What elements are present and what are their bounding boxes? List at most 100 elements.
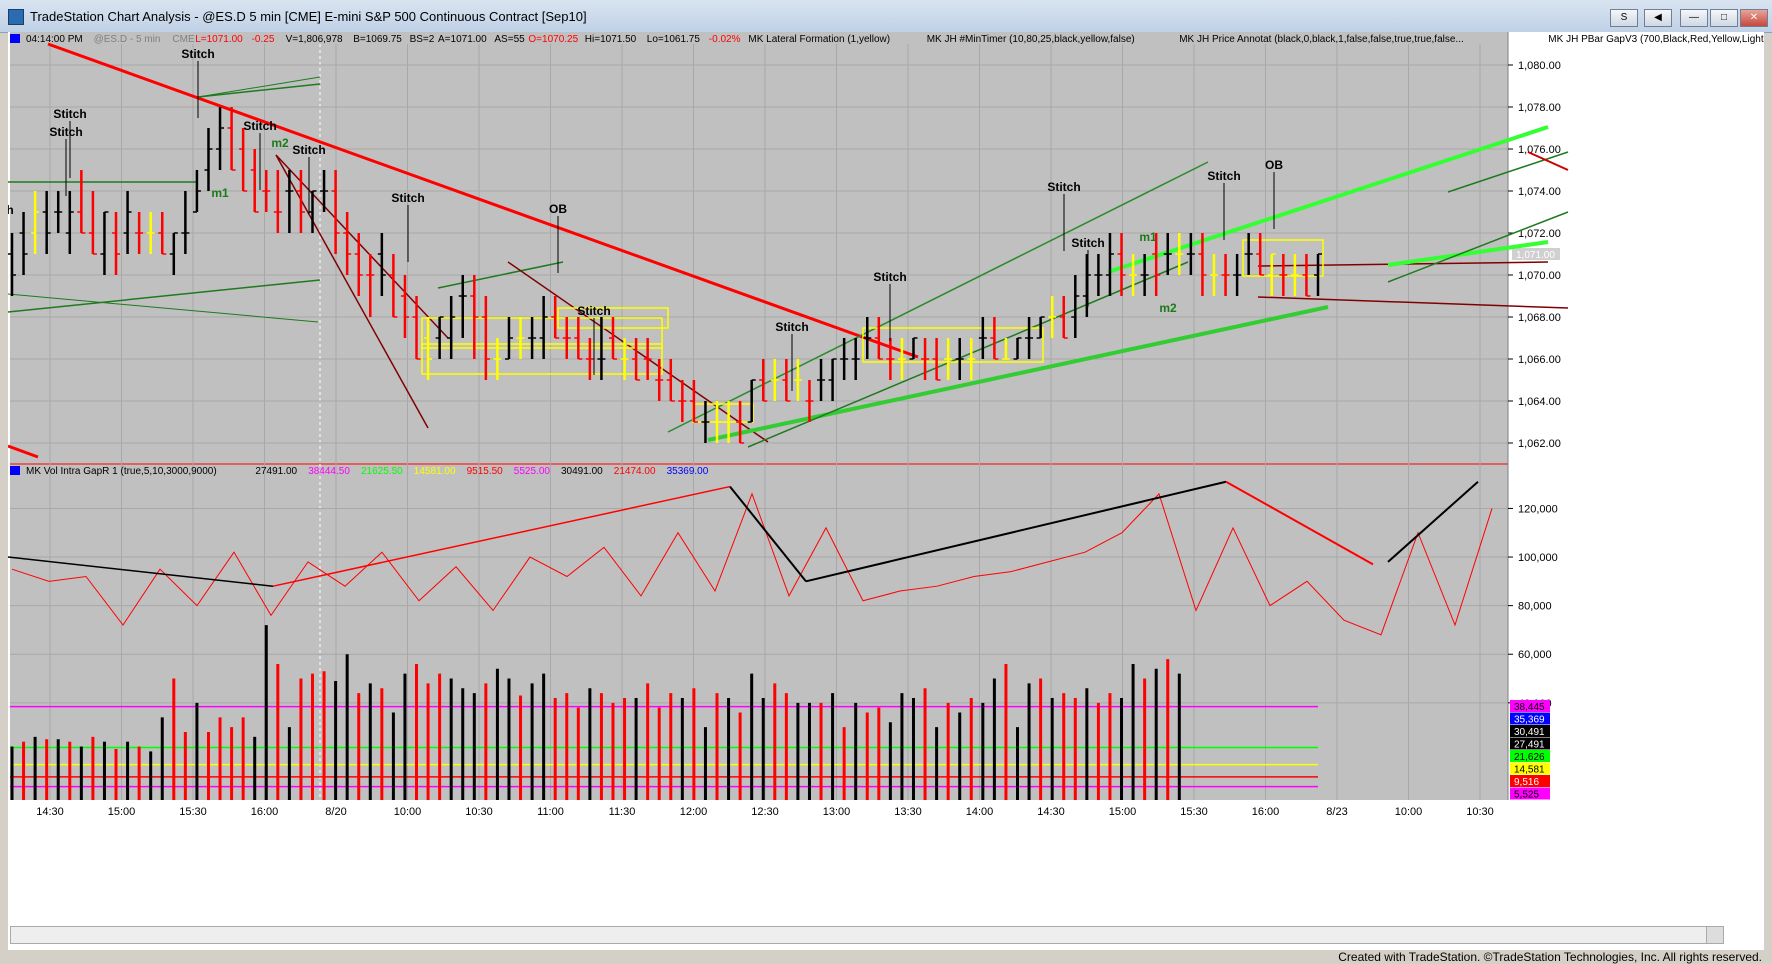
volume-value-tag xyxy=(1510,775,1550,787)
window-titlebar: TradeStation Chart Analysis - @ES.D 5 mi… xyxy=(0,0,1772,33)
volume-study-value: 14581.00 xyxy=(414,466,456,477)
header-field: -0.25 xyxy=(252,34,275,45)
time-tick-label: 10:30 xyxy=(465,806,493,818)
price-tick-label: 1,072.00 xyxy=(1518,228,1561,240)
price-tick-label: 1,078.00 xyxy=(1518,102,1561,114)
trend-line xyxy=(7,279,321,313)
time-tick-label: 15:00 xyxy=(1109,806,1137,818)
trend-line xyxy=(1527,151,1569,171)
study-name: MK JH Price Annotat (black,0,black,1,fal… xyxy=(1179,34,1464,45)
time-scrollbar[interactable] xyxy=(10,926,1724,944)
study-name: MK JH PBar GapV3 (700,Black,Red,Yellow,L… xyxy=(1548,34,1764,45)
cursor-button[interactable]: ◀ xyxy=(1644,9,1672,27)
volume-value-label: 35,369 xyxy=(1514,715,1545,726)
annotation-label: Stitch xyxy=(577,304,610,318)
header-field: AS=55 xyxy=(494,34,525,45)
volume-value-label: 30,491 xyxy=(1514,727,1545,738)
trend-line xyxy=(1387,211,1569,283)
volume-study-value: 27491.00 xyxy=(255,466,297,477)
time-tick-label: 11:30 xyxy=(609,806,636,818)
annotation-label: Stitch xyxy=(873,270,906,284)
trend-line xyxy=(197,76,321,98)
annotation-label: Stitch xyxy=(1071,236,1104,250)
volume-study-icon xyxy=(10,466,20,475)
volume-pane xyxy=(10,472,1508,800)
header-field: Lo=1061.75 xyxy=(647,34,701,45)
volume-value-tag xyxy=(1510,737,1550,750)
volume-study-value: 35369.00 xyxy=(667,466,709,477)
header-field: BS=2 xyxy=(410,34,435,45)
symbol-link-icon xyxy=(10,34,20,43)
volume-trend-line xyxy=(729,485,807,582)
header-field: L=1071.00 xyxy=(195,34,243,45)
app-icon xyxy=(8,9,24,25)
time-tick-label: 15:30 xyxy=(1180,806,1208,818)
annotation-label: h xyxy=(8,203,14,217)
scroll-right-button[interactable] xyxy=(1706,927,1723,943)
volume-study-value: 21474.00 xyxy=(614,466,656,477)
trend-line xyxy=(47,42,919,359)
time-tick-label: 15:00 xyxy=(108,806,136,818)
time-tick-label: 14:00 xyxy=(966,806,994,818)
study-name: MK JH #MinTimer (10,80,25,black,yellow,f… xyxy=(927,34,1135,45)
header-field: @ES.D - 5 min xyxy=(94,34,161,45)
header-field: Hi=1071.50 xyxy=(585,34,637,45)
window-title: TradeStation Chart Analysis - @ES.D 5 mi… xyxy=(30,9,587,24)
trend-line xyxy=(275,154,449,339)
annotation-label: Stitch xyxy=(49,125,82,139)
volume-zigzag xyxy=(11,492,1493,636)
chart-svg[interactable]: 14:30 15:00 15:30 16:00 8/20 10:00 10:30 11:00 1… xyxy=(6,32,1772,950)
volume-study-value: 21625.50 xyxy=(361,466,403,477)
time-tick-label: 8/20 xyxy=(325,806,346,818)
symbol-link-button[interactable]: S xyxy=(1610,9,1638,27)
volume-value-label: 5,525 xyxy=(1514,790,1539,801)
volume-value-tag xyxy=(1510,700,1550,712)
volume-tick-label: 100,000 xyxy=(1518,552,1558,564)
study-name: MK Lateral Formation (1,yellow) xyxy=(748,34,890,45)
header-field: 04:14:00 PM xyxy=(26,34,83,45)
time-tick-label: 8/23 xyxy=(1326,806,1347,818)
annotation-label: m1 xyxy=(1139,230,1157,244)
lateral-formation-box xyxy=(862,327,1044,363)
minimize-button[interactable]: — xyxy=(1680,9,1708,27)
header-field: V=1,806,978 xyxy=(286,34,343,45)
price-tick-label: 1,064.00 xyxy=(1518,396,1561,408)
annotation-label: Stitch xyxy=(53,107,86,121)
annotation-label: Stitch xyxy=(1047,180,1080,194)
volume-value-tag xyxy=(1510,712,1550,725)
volume-value-label: 38,445 xyxy=(1514,702,1545,713)
time-tick-label: 13:30 xyxy=(894,806,922,818)
time-tick-label: 12:30 xyxy=(751,806,779,818)
volume-trend-line xyxy=(7,556,274,587)
volume-tick-label: 80,000 xyxy=(1518,601,1552,613)
trend-line xyxy=(437,261,564,289)
price-tick-label: 1,076.00 xyxy=(1518,144,1561,156)
chart-frame: 14:30 15:00 15:30 16:00 8/20 10:00 10:30 11:00 1… xyxy=(6,32,1772,950)
header-field: B=1069.75 xyxy=(353,34,402,45)
close-button[interactable]: ✕ xyxy=(1740,9,1768,27)
trend-line xyxy=(707,305,1329,442)
trend-line xyxy=(1107,125,1549,274)
trend-line xyxy=(1257,296,1569,309)
price-tick-label: 1,074.00 xyxy=(1518,186,1561,198)
price-header-bar xyxy=(10,32,1508,44)
maximize-button[interactable]: □ xyxy=(1710,9,1738,27)
volume-value-label: 21,626 xyxy=(1514,752,1545,763)
volume-study-value: 9515.50 xyxy=(467,466,504,477)
time-tick-label: 10:30 xyxy=(1466,806,1494,818)
volume-value-label: 14,581 xyxy=(1514,765,1545,776)
volume-value-tag xyxy=(1510,787,1550,800)
volume-study-value: 38444.50 xyxy=(308,466,350,477)
annotation-label: Stitch xyxy=(243,119,276,133)
volume-trend-line xyxy=(1225,480,1374,566)
trend-line xyxy=(667,161,1209,433)
header-field: -0.02% xyxy=(709,34,741,45)
volume-trend-line xyxy=(805,480,1227,583)
volume-study-name: MK Vol Intra GapR 1 (true,5,10,3000,9000… xyxy=(26,466,217,477)
volume-value-tag xyxy=(1510,762,1550,775)
volume-study-value: 5525.00 xyxy=(514,466,551,477)
trend-line xyxy=(1387,240,1549,267)
last-price-label: 1,071.00 xyxy=(1516,250,1555,261)
volume-tick-label: 60,000 xyxy=(1518,649,1552,661)
header-field: O=1070.25 xyxy=(528,34,578,45)
